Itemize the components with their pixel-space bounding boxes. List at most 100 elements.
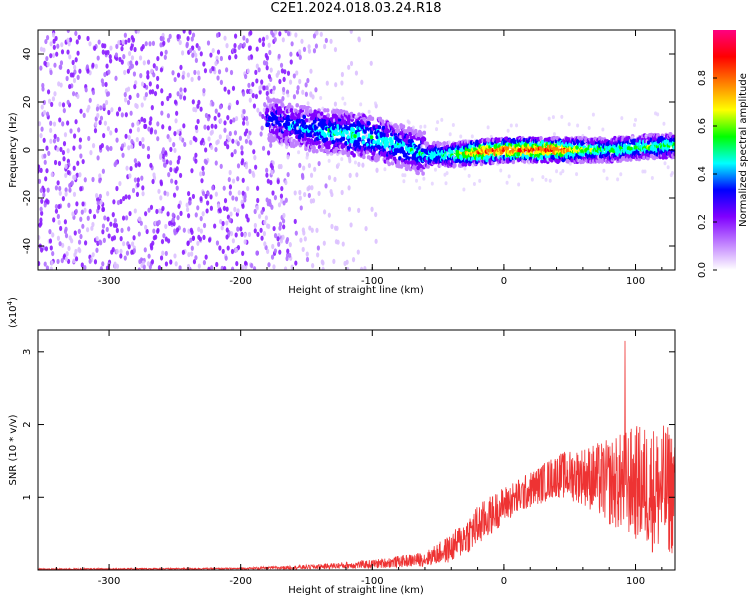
- spectrogram-cell: [255, 63, 259, 69]
- spectrogram-cell: [53, 91, 57, 97]
- spectrogram-cell: [214, 60, 218, 66]
- spectrogram-cell: [105, 265, 110, 270]
- spectrogram-cell: [319, 31, 323, 37]
- spectrogram-cell: [83, 240, 88, 246]
- spectrogram-cell: [401, 173, 405, 178]
- spectrogram-cell: [246, 217, 250, 223]
- spectrogram-cell: [199, 228, 203, 234]
- spectrogram-cell: [149, 204, 154, 210]
- spectrogram-cell: [203, 158, 207, 164]
- spectrogram-cell: [76, 50, 80, 56]
- spectrogram-cell: [159, 36, 164, 42]
- spectrogram-cell: [324, 183, 328, 189]
- spectrogram-cell: [245, 120, 250, 126]
- spectrogram-cell: [248, 139, 252, 145]
- spectrogram-cell: [551, 154, 555, 160]
- spectrogram-cell: [197, 45, 201, 51]
- spectrogram-cell: [313, 166, 317, 172]
- spectrogram-cell: [127, 37, 131, 43]
- spectrogram-cell: [194, 152, 198, 158]
- spectrogram-cell: [254, 93, 259, 99]
- spectrogram-cell: [110, 249, 114, 255]
- spectrogram-cell: [206, 116, 211, 122]
- spectrogram-cell: [278, 221, 283, 227]
- spectrogram-cell: [304, 91, 308, 97]
- spectrogram-cell: [119, 253, 123, 259]
- spectrogram-cell: [265, 167, 269, 173]
- spectrogram-cell: [267, 42, 271, 48]
- spectrogram-cell: [227, 105, 231, 111]
- spectrogram-cell: [228, 184, 233, 190]
- spectrogram-cell: [119, 248, 123, 254]
- spectrogram-cell: [67, 202, 71, 208]
- spectrogram-cell: [73, 174, 77, 181]
- spectrogram-cell: [644, 134, 648, 139]
- spectrogram-cell: [422, 137, 427, 142]
- spectrogram-cell: [226, 144, 230, 150]
- spectrogram-cell: [283, 69, 287, 75]
- spectrogram-cell: [286, 248, 290, 254]
- spectrogram-cell: [301, 89, 305, 95]
- spectrogram-cell: [436, 120, 440, 125]
- spectrogram-cell: [214, 108, 218, 114]
- spectrogram-cell: [77, 34, 81, 40]
- spectrogram-cell: [240, 150, 244, 156]
- spectrogram-cell: [355, 172, 359, 178]
- spectrogram-cell: [349, 60, 354, 67]
- spectrogram-cell: [39, 187, 43, 194]
- spectrogram-cell: [309, 116, 314, 121]
- spectrogram-cell: [43, 153, 47, 159]
- spectrogram-cell: [58, 117, 62, 123]
- spectrogram-cell: [271, 129, 275, 134]
- spectrogram-cell: [277, 241, 281, 247]
- colorbar-tick-label: 0.0: [697, 262, 708, 278]
- spectrogram-cell: [266, 248, 270, 254]
- spectrogram-cell: [234, 247, 238, 253]
- spectrogram-cell: [285, 236, 290, 243]
- spectrogram-cell: [347, 150, 351, 156]
- spectrogram-cell: [101, 81, 105, 87]
- spectrogram-cell: [133, 177, 138, 183]
- spectrogram-cell: [104, 50, 108, 56]
- snr-y-tick-label: 3: [22, 349, 33, 355]
- spectrogram-cell: [119, 236, 123, 242]
- spectrogram-cell: [233, 42, 237, 49]
- spectrogram-cell: [591, 112, 595, 117]
- spectrogram-cell: [56, 146, 60, 152]
- spectrogram-x-tick-label: -300: [98, 276, 121, 287]
- spectrogram-cell: [347, 185, 351, 191]
- spectrogram-cell: [241, 190, 245, 196]
- snr-line: [38, 340, 675, 570]
- spectrogram-cell: [295, 70, 299, 76]
- spectrogram-cell: [376, 157, 380, 162]
- spectrogram-cell: [284, 30, 288, 34]
- spectrogram-cell: [206, 125, 210, 131]
- spectrogram-cell: [229, 69, 234, 76]
- spectrogram-cell: [241, 264, 245, 270]
- spectrogram-cell: [117, 40, 121, 46]
- spectrogram-cell: [66, 68, 70, 75]
- spectrogram-cell: [325, 149, 330, 155]
- spectrogram-cell: [139, 220, 143, 226]
- spectrogram-cell: [56, 213, 60, 220]
- spectrogram-cell: [128, 128, 133, 134]
- spectrogram-cell: [420, 147, 425, 153]
- spectrogram-cell: [361, 135, 366, 140]
- spectrogram-cell: [186, 72, 190, 78]
- spectrogram-cell: [60, 49, 65, 55]
- spectrogram-cell: [248, 130, 252, 136]
- spectrogram-cell: [123, 92, 127, 98]
- spectrogram-cell: [137, 231, 141, 237]
- spectrogram-cell: [72, 145, 76, 151]
- spectrogram-cell: [219, 218, 223, 225]
- spectrogram-y-tick-label: -40: [22, 238, 33, 254]
- spectrogram-cell: [58, 241, 62, 247]
- spectrogram-y-tick-label: 20: [22, 96, 33, 109]
- spectrogram-cell: [194, 255, 198, 261]
- spectrogram-cell: [229, 211, 233, 217]
- spectrogram-cell: [179, 87, 183, 93]
- spectrogram-cell: [403, 173, 407, 178]
- spectrogram-cell: [633, 145, 638, 150]
- spectrogram-cell: [87, 104, 91, 110]
- spectrogram-cell: [201, 211, 205, 217]
